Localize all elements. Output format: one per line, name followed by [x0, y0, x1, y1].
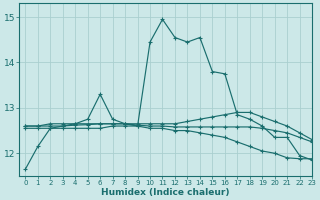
X-axis label: Humidex (Indice chaleur): Humidex (Indice chaleur)	[101, 188, 230, 197]
